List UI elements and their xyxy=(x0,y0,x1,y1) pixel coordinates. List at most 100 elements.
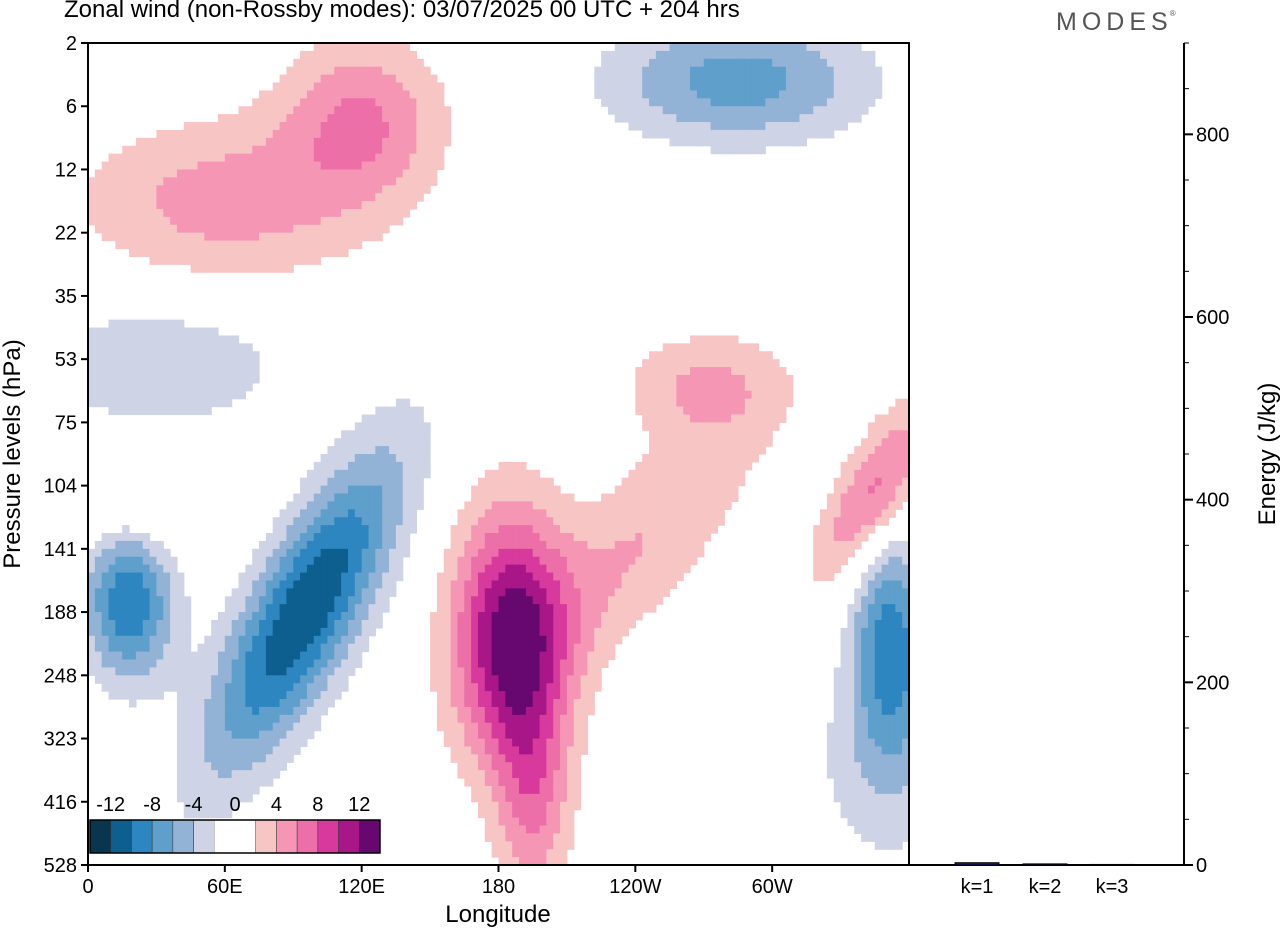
contour-cell xyxy=(361,201,370,210)
contour-cell xyxy=(129,533,137,542)
contour-cell xyxy=(587,588,595,597)
contour-cell xyxy=(190,651,199,661)
contour-cell xyxy=(717,106,725,115)
contour-cell xyxy=(286,264,294,273)
contour-cell xyxy=(724,114,732,123)
contour-cell xyxy=(409,438,417,447)
contour-cell xyxy=(88,667,96,676)
contour-cell xyxy=(320,517,329,526)
contour-cell xyxy=(245,604,253,613)
contour-cell xyxy=(238,738,246,748)
contour-cell xyxy=(361,161,370,171)
contour-cell xyxy=(792,90,801,99)
contour-cell xyxy=(334,691,342,700)
contour-cell xyxy=(300,548,308,558)
contour-cell xyxy=(560,580,568,589)
contour-cell xyxy=(765,43,773,52)
contour-cell xyxy=(553,659,561,668)
contour-cell xyxy=(854,746,862,755)
contour-cell xyxy=(115,627,123,637)
contour-cell xyxy=(847,738,855,748)
contour-cell xyxy=(779,382,787,392)
contour-cell xyxy=(170,406,178,416)
contour-cell xyxy=(785,114,794,123)
contour-cell xyxy=(142,390,151,400)
contour-cell xyxy=(88,208,96,218)
contour-cell xyxy=(361,153,370,163)
contour-cell xyxy=(498,770,506,779)
contour-cell xyxy=(416,122,424,131)
contour-cell xyxy=(553,596,561,605)
contour-cell xyxy=(115,390,123,400)
contour-cell xyxy=(881,485,890,495)
contour-cell xyxy=(135,572,144,582)
contour-cell xyxy=(245,106,253,115)
contour-cell xyxy=(512,485,520,495)
contour-cell xyxy=(737,137,746,147)
contour-cell xyxy=(279,169,288,178)
contour-cell xyxy=(436,137,445,147)
contour-cell xyxy=(642,548,650,558)
contour-cell xyxy=(320,98,329,107)
contour-cell xyxy=(847,675,855,684)
contour-cell xyxy=(211,746,219,755)
contour-cell xyxy=(108,572,116,582)
contour-cell xyxy=(347,461,356,471)
contour-cell xyxy=(840,493,849,503)
contour-cell xyxy=(614,509,623,518)
contour-cell xyxy=(341,98,349,107)
contour-cell xyxy=(539,509,547,518)
contour-cell xyxy=(696,493,705,503)
contour-cell xyxy=(826,58,835,68)
contour-cell xyxy=(895,548,903,558)
contour-cell xyxy=(861,612,869,621)
contour-cell xyxy=(101,675,110,684)
contour-cell xyxy=(375,129,383,139)
contour-cell xyxy=(259,580,267,589)
contour-cell xyxy=(758,351,766,360)
contour-cell xyxy=(512,493,520,503)
contour-cell xyxy=(183,122,192,131)
contour-cell xyxy=(300,651,308,661)
contour-cell xyxy=(731,90,739,99)
contour-cell xyxy=(416,114,424,123)
contour-cell xyxy=(183,382,192,392)
contour-cell xyxy=(231,153,240,163)
contour-cell xyxy=(867,66,876,76)
contour-cell xyxy=(895,691,903,700)
contour-cell xyxy=(881,683,890,692)
contour-cell xyxy=(553,714,561,724)
contour-cell xyxy=(710,43,719,52)
contour-cell xyxy=(772,106,780,115)
contour-cell xyxy=(252,114,260,123)
contour-cell xyxy=(163,659,171,668)
contour-cell xyxy=(252,359,260,368)
contour-cell xyxy=(341,74,349,84)
contour-cell xyxy=(190,398,199,408)
contour-cell xyxy=(94,343,103,352)
contour-cell xyxy=(546,754,554,763)
contour-cell xyxy=(717,359,725,368)
contour-cell xyxy=(566,706,575,716)
contour-cell xyxy=(306,469,315,479)
contour-cell xyxy=(259,114,267,123)
contour-cell xyxy=(259,129,267,139)
contour-cell xyxy=(430,635,438,645)
contour-cell xyxy=(669,548,677,558)
contour-cell xyxy=(341,208,349,218)
contour-cell xyxy=(211,224,219,234)
contour-cell xyxy=(566,548,575,558)
contour-cell xyxy=(430,114,438,123)
contour-cell xyxy=(142,240,151,250)
contour-cell xyxy=(347,43,356,52)
contour-cell xyxy=(525,619,534,629)
contour-cell xyxy=(676,540,684,550)
contour-cell xyxy=(847,659,855,668)
contour-cell xyxy=(217,145,226,155)
contour-cell xyxy=(320,461,329,471)
contour-cell xyxy=(867,564,876,574)
contour-cell xyxy=(293,714,301,724)
contour-cell xyxy=(505,477,513,487)
contour-cell xyxy=(703,374,712,384)
contour-cell xyxy=(135,659,144,668)
